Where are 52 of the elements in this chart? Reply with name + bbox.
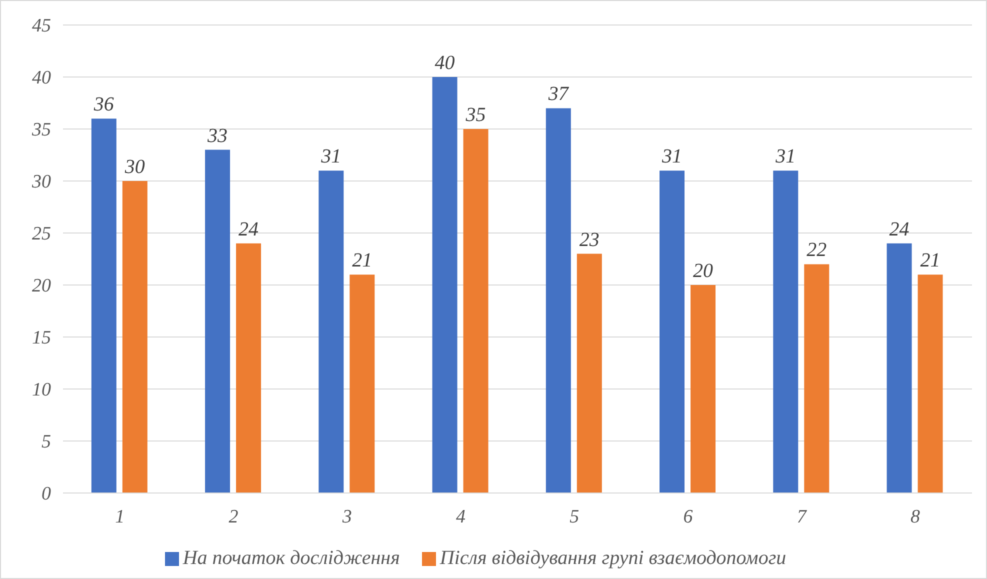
y-tick-label: 0 (42, 484, 52, 505)
data-label: 31 (774, 146, 796, 168)
y-tick-label: 20 (32, 276, 52, 297)
x-tick-label: 3 (341, 506, 352, 528)
data-label: 20 (693, 260, 714, 282)
y-tick-label: 35 (31, 120, 51, 141)
data-label: 22 (806, 239, 827, 262)
bar (350, 274, 375, 493)
legend-label: На початок дослідження (182, 547, 400, 569)
data-label: 36 (92, 94, 114, 116)
data-label: 21 (352, 250, 372, 272)
bar (463, 129, 488, 493)
y-tick-label: 45 (32, 16, 51, 37)
y-tick-label: 10 (32, 380, 52, 401)
bar (576, 254, 602, 493)
bar (236, 243, 262, 493)
bar (546, 108, 571, 493)
x-tick-label: 2 (228, 506, 239, 528)
data-label: 31 (320, 146, 342, 168)
x-tick-label: 7 (796, 506, 808, 528)
bar (205, 150, 230, 493)
y-tick-label: 5 (42, 432, 51, 453)
data-label: 23 (579, 228, 600, 251)
bar (918, 274, 943, 493)
bar (122, 181, 148, 493)
data-label: 30 (124, 156, 145, 178)
y-tick-label: 40 (32, 68, 52, 89)
bar (660, 170, 685, 493)
legend-label: Після відвідування групі взаємодопомоги (440, 547, 786, 569)
data-label: 24 (889, 218, 910, 240)
bar (91, 118, 116, 493)
data-label: 35 (464, 104, 486, 126)
data-label: 21 (920, 250, 940, 272)
x-tick-label: 8 (910, 506, 920, 528)
data-label: 24 (238, 218, 259, 240)
x-tick-label: 5 (570, 506, 580, 528)
bar (318, 170, 344, 493)
data-label: 31 (661, 146, 682, 168)
x-tick-label: 4 (456, 506, 466, 528)
y-tick-label: 15 (32, 328, 51, 349)
x-tick-label: 6 (683, 506, 694, 528)
bar (690, 285, 716, 493)
bar (432, 77, 458, 493)
data-label: 33 (206, 124, 228, 147)
data-label: 40 (434, 52, 455, 74)
x-tick-label: 1 (115, 506, 125, 528)
data-label: 37 (547, 83, 570, 106)
bar (886, 243, 912, 493)
y-tick-label: 30 (31, 172, 52, 193)
y-tick-label: 25 (32, 224, 51, 245)
bar (773, 170, 798, 493)
bar (804, 264, 830, 493)
